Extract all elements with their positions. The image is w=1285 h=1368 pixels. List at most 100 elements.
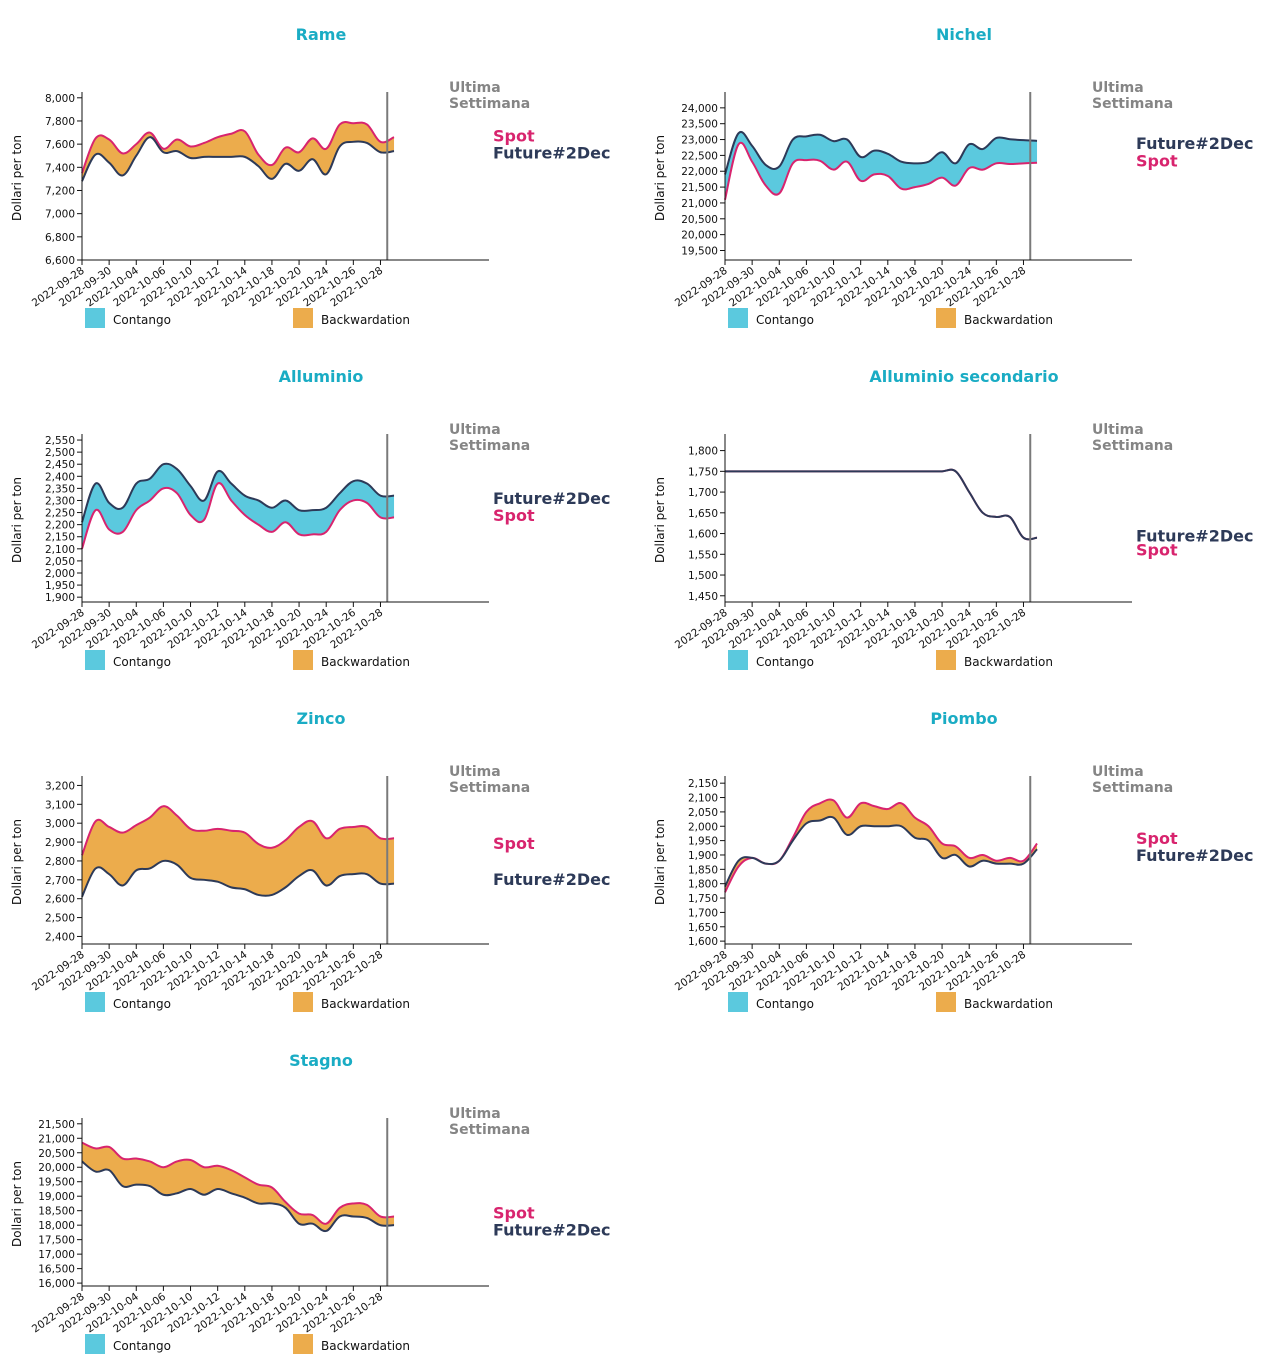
y-tick-label: 2,400 <box>45 931 75 943</box>
chart-title: Piombo <box>930 709 997 728</box>
legend-swatch-contango <box>85 650 105 670</box>
legend-swatch-contango <box>85 1334 105 1354</box>
y-tick-label: 20,500 <box>681 214 718 226</box>
y-tick-label: 1,550 <box>688 549 718 561</box>
legend-label-contango: Contango <box>113 1339 171 1353</box>
y-tick-label: 2,050 <box>45 556 75 568</box>
last-week-label: Ultima <box>449 764 501 780</box>
legend-label-backwardation: Backwardation <box>321 997 410 1011</box>
chart-title: Zinco <box>297 709 346 728</box>
y-tick-label: 2,700 <box>45 875 75 887</box>
future-label: Future#2Dec <box>1136 134 1253 153</box>
y-tick-label: 16,500 <box>38 1264 75 1276</box>
chart-title: Rame <box>296 25 347 44</box>
spot-label: Spot <box>493 506 535 525</box>
legend-label-contango: Contango <box>756 997 814 1011</box>
legend-swatch-contango <box>728 650 748 670</box>
backwardation-area <box>82 1142 395 1232</box>
y-tick-label: 3,100 <box>45 799 75 811</box>
future-line <box>724 468 1038 541</box>
future-label: Future#2Dec <box>493 144 610 163</box>
y-tick-label: 1,950 <box>45 580 75 592</box>
legend-swatch-backwardation <box>936 308 956 328</box>
y-tick-label: 2,250 <box>45 508 75 520</box>
y-tick-label: 2,300 <box>45 495 75 507</box>
y-tick-label: 7,800 <box>45 116 75 128</box>
future-line <box>724 131 1038 175</box>
y-tick-label: 1,650 <box>688 922 718 934</box>
y-tick-label: 6,800 <box>45 232 75 244</box>
future-label: Future#2Dec <box>493 1220 610 1239</box>
y-tick-label: 21,000 <box>681 198 718 210</box>
y-tick-label: 1,800 <box>688 446 718 458</box>
spot-label: Spot <box>493 1203 535 1222</box>
chart-title: Alluminio <box>279 367 364 386</box>
legend-swatch-backwardation <box>936 992 956 1012</box>
y-tick-label: 7,400 <box>45 162 75 174</box>
y-tick-label: 19,500 <box>681 245 718 257</box>
legend-label-contango: Contango <box>756 313 814 327</box>
y-tick-label: 17,000 <box>38 1249 75 1261</box>
y-tick-label: 19,000 <box>38 1191 75 1203</box>
legend-swatch-backwardation <box>293 1334 313 1354</box>
legend-swatch-backwardation <box>936 650 956 670</box>
y-axis-label: Dollari per ton <box>653 135 667 221</box>
last-week-label: Settimana <box>1092 780 1173 796</box>
y-tick-label: 17,500 <box>38 1235 75 1247</box>
y-axis-label: Dollari per ton <box>10 477 24 563</box>
y-tick-label: 2,450 <box>45 459 75 471</box>
chart-panel-piombo: Piombo Ultima Settimana Spot Future#2Dec 1,60… <box>643 684 1285 1026</box>
spot-label: Spot <box>1136 541 1178 560</box>
y-tick-label: 20,000 <box>681 230 718 242</box>
legend-label-backwardation: Backwardation <box>964 997 1053 1011</box>
last-week-label: Ultima <box>449 80 501 96</box>
legend-swatch-backwardation <box>293 992 313 1012</box>
contango-area <box>82 463 395 549</box>
future-line <box>81 462 395 523</box>
y-tick-label: 1,750 <box>688 893 718 905</box>
y-tick-label: 2,900 <box>45 837 75 849</box>
y-tick-label: 8,000 <box>45 93 75 105</box>
last-week-label: Settimana <box>449 780 530 796</box>
y-tick-label: 2,400 <box>45 471 75 483</box>
legend-label-backwardation: Backwardation <box>964 655 1053 669</box>
legend-swatch-backwardation <box>293 650 313 670</box>
y-tick-label: 20,000 <box>38 1162 75 1174</box>
y-tick-label: 1,900 <box>688 850 718 862</box>
y-tick-label: 21,500 <box>38 1119 75 1131</box>
spot-line <box>81 1141 395 1225</box>
chart-panel-zinco: Zinco Ultima Settimana Spot Future#2Dec 2,400… <box>0 684 642 1026</box>
last-week-label: Settimana <box>1092 438 1173 454</box>
last-week-label: Settimana <box>449 96 530 112</box>
legend-swatch-backwardation <box>293 308 313 328</box>
spot-label: Spot <box>1136 151 1178 170</box>
y-tick-label: 2,600 <box>45 894 75 906</box>
legend-label-contango: Contango <box>756 655 814 669</box>
spot-line <box>724 141 1038 201</box>
spot-line <box>724 468 1038 541</box>
y-tick-label: 1,450 <box>688 591 718 603</box>
y-tick-label: 2,000 <box>45 568 75 580</box>
y-tick-label: 1,600 <box>688 529 718 541</box>
y-axis-label: Dollari per ton <box>10 1161 24 1247</box>
legend-label-backwardation: Backwardation <box>321 313 410 327</box>
y-tick-label: 1,800 <box>688 879 718 891</box>
future-line <box>724 815 1038 888</box>
y-tick-label: 1,500 <box>688 570 718 582</box>
chart-title: Stagno <box>289 1051 353 1070</box>
backwardation-area <box>82 122 395 182</box>
y-tick-label: 2,800 <box>45 856 75 868</box>
y-tick-label: 16,000 <box>38 1278 75 1290</box>
spot-label: Spot <box>493 127 535 146</box>
y-tick-label: 3,200 <box>45 780 75 792</box>
y-tick-label: 1,950 <box>688 836 718 848</box>
backwardation-area <box>82 806 395 897</box>
y-tick-label: 2,350 <box>45 483 75 495</box>
spot-label: Spot <box>493 834 535 853</box>
y-tick-label: 19,500 <box>38 1177 75 1189</box>
future-line <box>81 1160 395 1233</box>
